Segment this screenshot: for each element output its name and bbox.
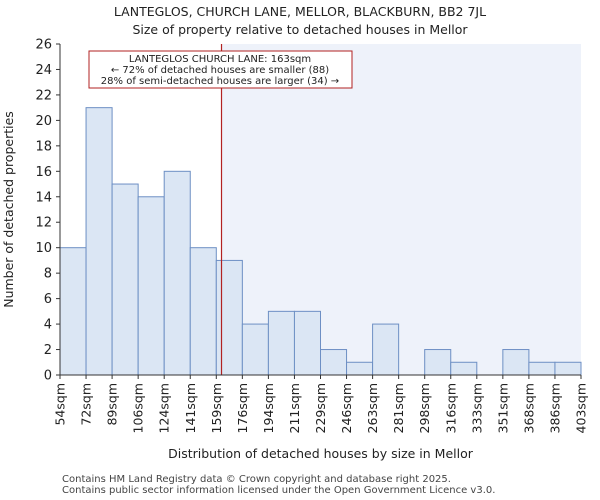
annotation-box bbox=[88, 50, 353, 89]
x-tick-label: 386sqm bbox=[547, 383, 562, 433]
annotation-line-3: 28% of semi-detached houses are larger (… bbox=[101, 76, 339, 87]
y-tick-label: 12 bbox=[35, 216, 52, 231]
y-axis-label: Number of detached properties bbox=[1, 111, 16, 308]
footer-line-1: Contains HM Land Registry data © Crown c… bbox=[62, 474, 451, 485]
bar bbox=[320, 349, 348, 376]
x-tick-label: 281sqm bbox=[391, 383, 406, 433]
annotation-line-1: LANTEGLOS CHURCH LANE: 163sqm bbox=[129, 54, 311, 65]
chart-subtitle: Size of property relative to detached ho… bbox=[132, 22, 468, 37]
y-tick-label: 18 bbox=[35, 139, 52, 154]
bar bbox=[111, 183, 139, 376]
x-tick-label: 368sqm bbox=[521, 383, 536, 433]
y-tick-label: 16 bbox=[35, 165, 52, 180]
y-tick-label: 6 bbox=[44, 292, 52, 307]
x-tick-label: 263sqm bbox=[365, 383, 380, 433]
x-tick-label: 89sqm bbox=[105, 383, 120, 426]
x-tick-label: 298sqm bbox=[417, 383, 432, 433]
x-tick-label: 194sqm bbox=[261, 383, 276, 433]
bar bbox=[241, 323, 269, 376]
x-tick-label: 403sqm bbox=[574, 383, 589, 433]
bar bbox=[215, 259, 243, 376]
y-tick-label: 20 bbox=[35, 114, 52, 129]
y-tick-label: 0 bbox=[44, 369, 52, 384]
x-tick-label: 316sqm bbox=[443, 383, 458, 433]
x-tick-label: 333sqm bbox=[469, 383, 484, 433]
bar bbox=[424, 349, 452, 376]
y-tick-label: 2 bbox=[44, 343, 52, 358]
bar bbox=[293, 310, 322, 376]
x-tick-label: 72sqm bbox=[79, 383, 94, 426]
x-tick-label: 229sqm bbox=[313, 383, 328, 433]
y-tick-label: 22 bbox=[35, 88, 52, 103]
footer-line-2: Contains public sector information licen… bbox=[62, 485, 496, 496]
bar bbox=[85, 107, 113, 376]
y-tick-label: 4 bbox=[44, 318, 52, 333]
bar bbox=[189, 247, 217, 376]
x-tick-label: 211sqm bbox=[287, 383, 302, 433]
y-tick-label: 10 bbox=[35, 241, 52, 256]
bar bbox=[372, 323, 400, 376]
x-tick-label: 351sqm bbox=[495, 383, 510, 433]
x-tick-label: 141sqm bbox=[183, 383, 198, 433]
x-tick-label: 246sqm bbox=[339, 383, 354, 433]
bar bbox=[528, 361, 556, 376]
y-tick-label: 24 bbox=[35, 63, 52, 78]
bar bbox=[267, 310, 295, 376]
bar bbox=[502, 349, 530, 376]
x-tick-label: 159sqm bbox=[209, 383, 224, 433]
bar bbox=[450, 361, 478, 376]
bar bbox=[59, 247, 87, 376]
bar bbox=[346, 361, 374, 376]
y-tick-label: 26 bbox=[35, 38, 52, 53]
bar bbox=[137, 196, 165, 376]
x-axis-label: Distribution of detached houses by size … bbox=[168, 446, 474, 461]
x-tick-label: 54sqm bbox=[53, 383, 68, 426]
x-tick-label: 124sqm bbox=[157, 383, 172, 433]
y-tick-label: 8 bbox=[44, 267, 52, 282]
chart-title: LANTEGLOS, CHURCH LANE, MELLOR, BLACKBUR… bbox=[113, 4, 487, 19]
bar bbox=[163, 170, 191, 376]
x-tick-label: 176sqm bbox=[235, 383, 250, 433]
x-tick-label: 106sqm bbox=[131, 383, 146, 433]
bar bbox=[554, 361, 582, 376]
annotation-line-2: ← 72% of detached houses are smaller (88… bbox=[111, 65, 329, 76]
y-tick-label: 14 bbox=[35, 190, 52, 205]
